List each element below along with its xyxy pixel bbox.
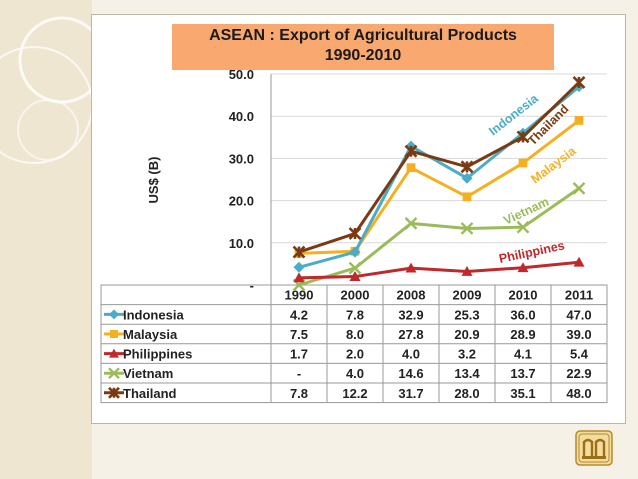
- data-point-philippines: [517, 262, 529, 273]
- legend-label: Malaysia: [123, 327, 178, 342]
- legend-label: Indonesia: [123, 307, 184, 322]
- y-tick-label: 20.0: [229, 194, 254, 209]
- data-point-indonesia: [461, 172, 473, 184]
- data-table-cell: 20.9: [454, 327, 479, 342]
- data-point-vietnam: [572, 182, 586, 195]
- data-point-philippines: [293, 272, 305, 283]
- series-line-malaysia: [298, 119, 580, 255]
- data-table-cell: 4.0: [346, 366, 364, 381]
- x-tick-label: 2000: [341, 288, 370, 303]
- data-table-cell: 7.8: [346, 307, 364, 322]
- data-point-thailand: [404, 144, 418, 158]
- data-point-malaysia: [406, 163, 416, 173]
- data-point-indonesia: [293, 261, 305, 273]
- data-table-cell: 13.7: [510, 366, 535, 381]
- data-table-cell: 27.8: [398, 327, 423, 342]
- data-table-cell: 35.1: [510, 386, 535, 401]
- legend-marker-indonesia: [109, 309, 119, 320]
- y-tick-label: 50.0: [229, 67, 254, 82]
- data-point-malaysia: [462, 192, 472, 202]
- data-point-thailand: [460, 160, 474, 174]
- data-table-cell: 3.2: [458, 347, 476, 362]
- data-point-thailand: [292, 245, 306, 259]
- data-point-vietnam: [516, 220, 530, 234]
- data-table-cell: 39.0: [566, 327, 591, 342]
- logo-icon: [575, 430, 613, 466]
- x-tick-label: 2008: [397, 288, 426, 303]
- data-table-cell: 7.5: [290, 327, 308, 342]
- data-table-cell: 2.0: [346, 347, 364, 362]
- data-table-cell: 31.7: [398, 386, 423, 401]
- data-point-thailand: [348, 227, 362, 240]
- data-point-thailand: [516, 130, 530, 144]
- y-axis-label: US$ (B): [146, 157, 161, 204]
- x-tick-label: 1990: [285, 288, 314, 303]
- chart-title: ASEAN : Export of Agricultural Products …: [172, 24, 554, 70]
- legend-label: Vietnam: [123, 366, 173, 381]
- data-point-vietnam: [460, 222, 474, 235]
- data-table-cell: 7.8: [290, 386, 308, 401]
- legend-marker-thailand: [108, 386, 120, 399]
- legend-marker-vietnam: [108, 367, 120, 380]
- y-tick-label: 40.0: [229, 109, 254, 124]
- data-point-philippines: [573, 256, 585, 267]
- data-point-philippines: [349, 271, 361, 281]
- data-table-cell: 25.3: [454, 307, 479, 322]
- chart-title-line1: ASEAN : Export of Agricultural Products: [209, 27, 517, 44]
- data-point-malaysia: [574, 116, 584, 125]
- series-annotation-malaysia: Malaysia: [528, 143, 579, 186]
- data-table-cell: 14.6: [398, 366, 423, 381]
- data-table-cell: 13.4: [454, 366, 480, 381]
- y-tick-label: -: [250, 278, 254, 293]
- x-tick-label: 2010: [509, 288, 538, 303]
- data-table-cell: 12.2: [342, 386, 367, 401]
- legend-label: Philippines: [123, 347, 192, 362]
- x-tick-label: 2009: [453, 288, 482, 303]
- data-table-cell: 8.0: [346, 327, 364, 342]
- data-point-thailand: [572, 76, 586, 89]
- series-line-vietnam: [298, 187, 580, 287]
- data-table-cell: 4.2: [290, 307, 308, 322]
- y-tick-label: 10.0: [229, 236, 254, 251]
- data-table-cell: 4.1: [514, 347, 532, 362]
- x-tick-label: 2011: [565, 288, 593, 303]
- data-table-cell: 5.4: [570, 347, 589, 362]
- data-point-malaysia: [518, 158, 528, 168]
- data-table-cell: 36.0: [510, 307, 535, 322]
- data-table-cell: 28.9: [510, 327, 535, 342]
- series-line-indonesia: [298, 85, 580, 269]
- data-point-vietnam: [404, 217, 418, 230]
- y-tick-label: 30.0: [229, 151, 254, 166]
- data-point-vietnam: [348, 261, 362, 275]
- series-line-thailand: [298, 81, 581, 254]
- chart-title-line2: 1990-2010: [324, 47, 402, 64]
- series-line-philippines: [298, 260, 580, 280]
- data-point-indonesia: [349, 246, 361, 258]
- legend-marker-malaysia: [110, 330, 118, 338]
- data-table-cell: 4.0: [402, 347, 420, 362]
- data-point-philippines: [461, 265, 473, 276]
- legend-marker-philippines: [109, 348, 119, 358]
- legend-label: Thailand: [123, 386, 177, 401]
- data-table-cell: 28.0: [454, 386, 479, 401]
- data-table-cell: -: [297, 366, 301, 381]
- data-table-cell: 22.9: [566, 366, 591, 381]
- data-point-philippines: [405, 262, 417, 273]
- data-table-cell: 32.9: [398, 307, 423, 322]
- data-table-cell: 1.7: [290, 347, 308, 362]
- data-table-cell: 48.0: [566, 386, 591, 401]
- data-table-cell: 47.0: [566, 307, 591, 322]
